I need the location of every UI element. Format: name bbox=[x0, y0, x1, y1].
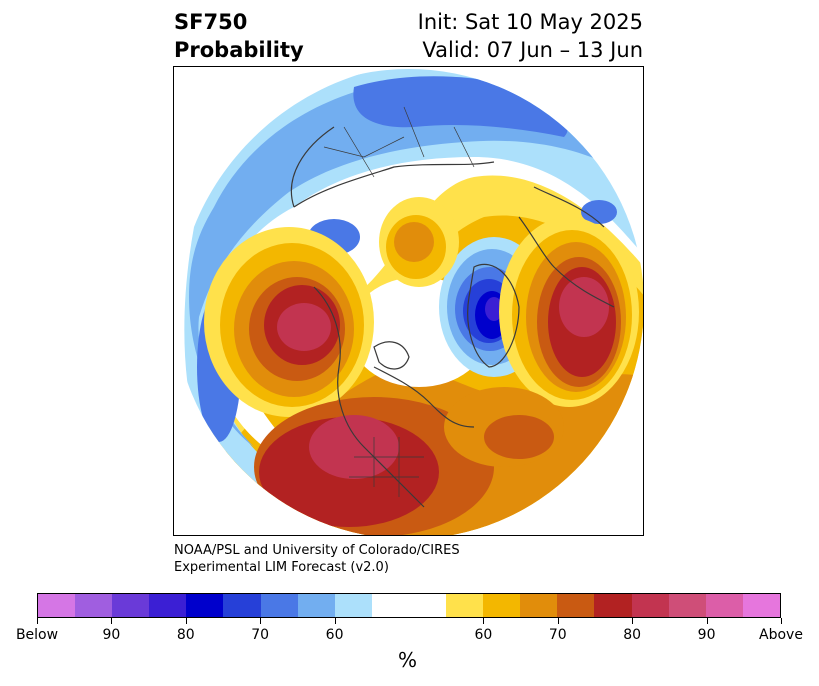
colorbar-tick-label: 70 bbox=[251, 627, 270, 643]
probability-field bbox=[174, 69, 643, 535]
colorbar-segment bbox=[631, 594, 669, 617]
colorbar bbox=[37, 593, 781, 618]
above-85-goa bbox=[277, 303, 331, 351]
title-right: Init: Sat 10 May 2025 Valid: 07 Jun – 13… bbox=[418, 8, 643, 64]
colorbar-tick bbox=[260, 618, 262, 624]
colorbar-tick-label: 80 bbox=[623, 627, 642, 643]
colorbar-segment bbox=[260, 594, 298, 617]
below-65-north bbox=[189, 77, 614, 447]
colorbar-segment bbox=[112, 594, 150, 617]
colorbar-tick-label: 60 bbox=[325, 627, 344, 643]
colorbar-tick-label: 80 bbox=[176, 627, 195, 643]
coast-europe bbox=[518, 186, 615, 308]
coastlines bbox=[290, 106, 615, 508]
us-borders bbox=[349, 437, 424, 497]
colorbar-segment bbox=[75, 594, 113, 617]
colorbar-unit: % bbox=[398, 648, 418, 672]
above-75-natlantic bbox=[484, 415, 554, 459]
valid-range: Valid: 07 Jun – 13 Jun bbox=[422, 38, 643, 62]
colorbar-tick bbox=[37, 618, 38, 624]
colorbar-segment bbox=[223, 594, 261, 617]
colorbar-segment bbox=[371, 594, 409, 617]
colorbar-tick-label: Above bbox=[759, 627, 803, 643]
title-metric: Probability bbox=[174, 38, 304, 62]
colorbar-tick bbox=[111, 618, 113, 624]
colorbar-tick bbox=[557, 618, 559, 624]
colorbar-tick-label: 90 bbox=[102, 627, 121, 643]
forecast-map bbox=[173, 66, 644, 536]
colorbar-segment bbox=[742, 594, 780, 617]
map-svg bbox=[174, 69, 643, 535]
colorbar-tick bbox=[781, 618, 782, 624]
colorbar-tick-label: 70 bbox=[548, 627, 567, 643]
credit-line-2: Experimental LIM Forecast (v2.0) bbox=[174, 560, 389, 575]
below-70-east bbox=[581, 200, 617, 224]
init-date: Init: Sat 10 May 2025 bbox=[417, 10, 643, 34]
colorbar-segment bbox=[446, 594, 484, 617]
above-85-europe bbox=[559, 277, 609, 337]
colorbar-segment bbox=[594, 594, 632, 617]
coast-greenland bbox=[467, 263, 520, 368]
asia-borders bbox=[323, 106, 475, 178]
colorbar-segment bbox=[297, 594, 335, 617]
title-variable: SF750 bbox=[174, 10, 248, 34]
coast-hudson bbox=[373, 341, 410, 370]
title-left: SF750 Probability bbox=[174, 8, 304, 64]
credit-line-1: NOAA/PSL and University of Colorado/CIRE… bbox=[174, 543, 460, 558]
colorbar-segment bbox=[557, 594, 595, 617]
colorbar-segment bbox=[186, 594, 224, 617]
colorbar-tick bbox=[706, 618, 708, 624]
colorbar-tick bbox=[632, 618, 634, 624]
colorbar-tick-label: 60 bbox=[474, 627, 493, 643]
below-85-greenland bbox=[485, 297, 503, 321]
colorbar-tick bbox=[185, 618, 187, 624]
colorbar-segment bbox=[668, 594, 706, 617]
colorbar-segment bbox=[483, 594, 521, 617]
above-70-arctic bbox=[394, 222, 434, 262]
colorbar-segment bbox=[705, 594, 743, 617]
above-85-wus bbox=[309, 415, 399, 479]
credit: NOAA/PSL and University of Colorado/CIRE… bbox=[174, 542, 460, 576]
colorbar-tick bbox=[483, 618, 485, 624]
colorbar-segment bbox=[149, 594, 187, 617]
colorbar-tick-label: Below bbox=[15, 627, 59, 643]
colorbar-segment bbox=[408, 594, 447, 617]
colorbar-tick-label: 90 bbox=[697, 627, 716, 643]
colorbar-segment bbox=[334, 594, 372, 617]
colorbar-segment bbox=[520, 594, 558, 617]
colorbar-segment bbox=[38, 594, 76, 617]
colorbar-tick bbox=[334, 618, 336, 624]
coast-asia bbox=[290, 126, 495, 208]
